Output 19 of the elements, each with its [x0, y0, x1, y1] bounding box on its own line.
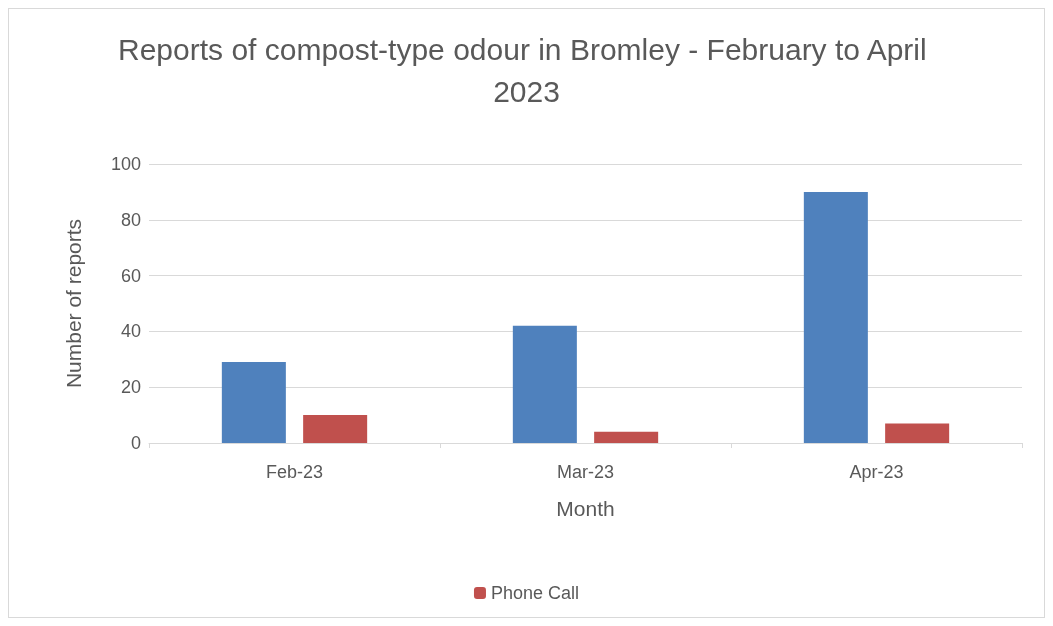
y-tick-label: 80: [120, 209, 141, 230]
y-tick-label: 60: [120, 265, 141, 286]
y-tick-label: 40: [120, 321, 141, 342]
bar: [803, 191, 868, 443]
bar: [594, 431, 659, 443]
bar: [303, 415, 368, 443]
x-axis-title: Month: [556, 497, 615, 520]
bar: [885, 423, 950, 443]
bar: [512, 325, 577, 443]
y-tick-label: 0: [130, 433, 141, 453]
y-tick-label: 20: [120, 377, 141, 398]
x-tick-label: Apr-23: [849, 462, 904, 482]
x-tick-label: Feb-23: [265, 462, 324, 482]
legend-label: Phone Call: [490, 583, 580, 603]
chart-title: Reports of compost-type odour in Bromley - February to April 2023: [117, 32, 936, 108]
x-tick-label: Mar-23: [556, 462, 615, 482]
y-tick-label: 100: [110, 154, 141, 174]
bar: [221, 362, 286, 443]
y-axis-title: Number of reports: [62, 218, 85, 389]
